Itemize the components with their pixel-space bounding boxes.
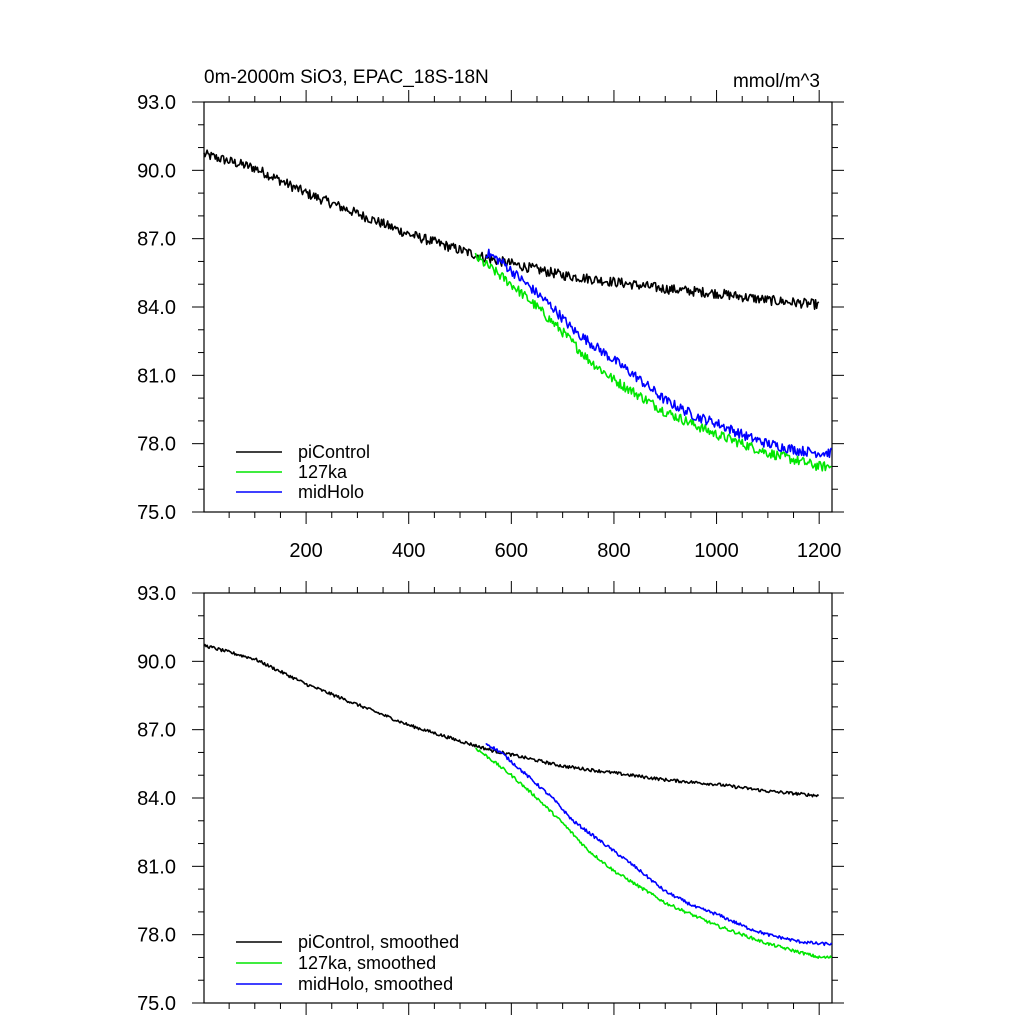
series-line-2 bbox=[485, 743, 833, 947]
y-tick-label: 78.0 bbox=[137, 925, 176, 947]
y-tick-label: 81.0 bbox=[137, 365, 176, 387]
axis-layer: 75.0 78.0 81.0 84.0 87.0 90.0 93.0 200 400 600 800… bbox=[137, 90, 844, 562]
legend-label-2: midHolo bbox=[298, 482, 364, 502]
y-tick-label: 93.0 bbox=[137, 92, 176, 114]
y-tick-label: 87.0 bbox=[137, 720, 176, 742]
legend-label-0: piControl, smoothed bbox=[298, 932, 459, 952]
axis-layer: 75.0 78.0 81.0 84.0 87.0 90.0 93.0 bbox=[137, 581, 844, 1015]
series-line-1 bbox=[474, 252, 832, 472]
panel-bottom: 75.0 78.0 81.0 84.0 87.0 90.0 93.0 piControl, … bbox=[137, 581, 844, 1015]
y-tick-label: 78.0 bbox=[137, 434, 176, 456]
x-tick-label: 1200 bbox=[797, 540, 842, 562]
x-tick-label: 600 bbox=[495, 540, 528, 562]
series-line-1 bbox=[475, 747, 833, 960]
panel-top: 0m-2000m SiO3, EPAC_18S-18N mmol/m^3 75.… bbox=[137, 67, 844, 562]
y-tick-label: 90.0 bbox=[137, 651, 176, 673]
y-tick-label: 87.0 bbox=[137, 229, 176, 251]
legend-label-0: piControl bbox=[298, 442, 370, 462]
x-tick-label: 800 bbox=[597, 540, 630, 562]
legend-label-2: midHolo, smoothed bbox=[298, 974, 453, 994]
y-tick-label: 84.0 bbox=[137, 788, 176, 810]
y-tick-label: 84.0 bbox=[137, 297, 176, 319]
legend-label-1: 127ka, smoothed bbox=[298, 953, 436, 973]
series-line-2 bbox=[485, 248, 833, 459]
y-tick-label: 90.0 bbox=[137, 160, 176, 182]
y-tick-label: 93.0 bbox=[137, 583, 176, 605]
series-layer bbox=[203, 643, 833, 960]
chart-units: mmol/m^3 bbox=[733, 71, 820, 92]
x-tick-label: 400 bbox=[392, 540, 425, 562]
chart-title: 0m-2000m SiO3, EPAC_18S-18N bbox=[204, 67, 489, 88]
x-tick-label: 1000 bbox=[694, 540, 739, 562]
x-tick-label: 200 bbox=[289, 540, 322, 562]
series-line-0 bbox=[203, 643, 820, 798]
series-line-0 bbox=[203, 149, 820, 311]
y-tick-label: 81.0 bbox=[137, 856, 176, 878]
series-layer bbox=[203, 149, 833, 472]
y-tick-label: 75.0 bbox=[137, 993, 176, 1015]
legend-label-1: 127ka bbox=[298, 462, 348, 482]
y-tick-label: 75.0 bbox=[137, 502, 176, 524]
